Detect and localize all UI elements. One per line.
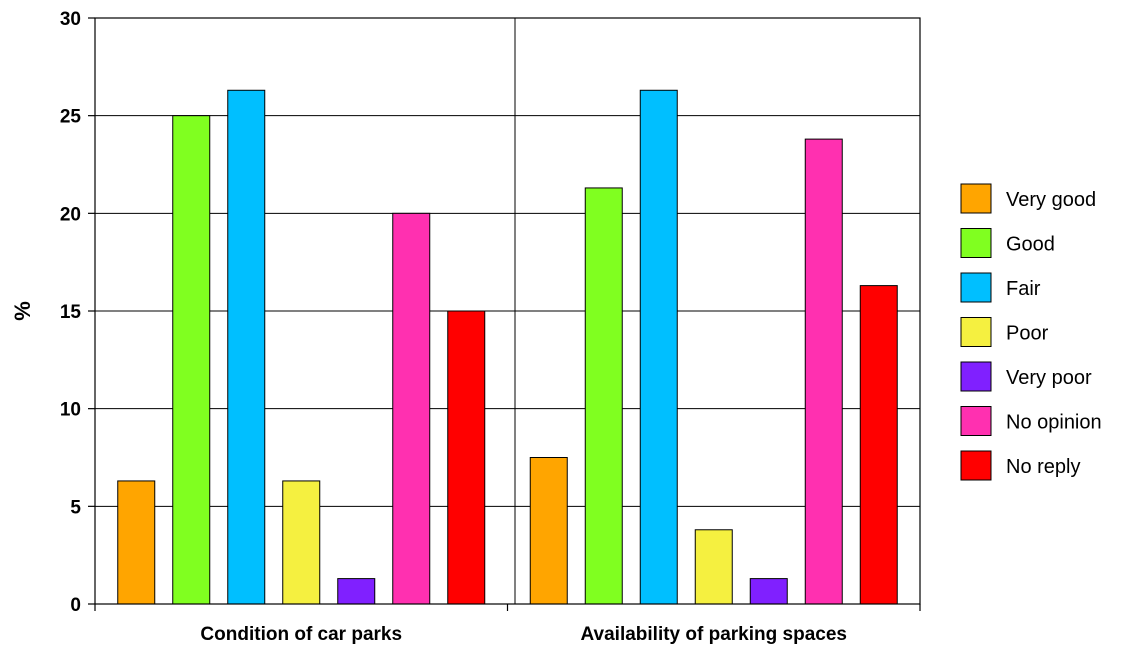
y-tick-label: 10 — [60, 400, 81, 421]
bar-no-reply-1 — [447, 310, 486, 605]
legend-swatch — [960, 228, 992, 258]
bar-no-reply-2 — [859, 285, 898, 605]
legend-swatch — [960, 183, 992, 214]
x-category-label: Condition of car parks — [200, 624, 402, 645]
legend-swatch — [960, 272, 992, 303]
y-tick-label: 30 — [60, 9, 81, 30]
legend-label: Good — [1006, 234, 1055, 256]
bar-no-opinion-1 — [392, 212, 431, 605]
x-category-label: Availability of parking spaces — [581, 624, 847, 645]
legend-swatch — [960, 361, 992, 392]
legend-swatch — [960, 317, 992, 347]
y-axis-ticks: 0 5 10 15 20 25 30 — [60, 9, 95, 616]
legend-label: Very good — [1006, 189, 1096, 211]
bar-fair-2 — [639, 89, 678, 605]
y-tick-label: 25 — [60, 107, 82, 128]
legend-swatch — [960, 406, 992, 436]
y-axis-title: % — [10, 301, 35, 321]
legend-label: No opinion — [1006, 412, 1102, 434]
legend-label: Fair — [1006, 278, 1041, 300]
y-tick-label: 20 — [60, 204, 81, 225]
legend-swatch — [960, 450, 992, 481]
bar-very-good-1 — [117, 480, 156, 605]
y-tick-label: 0 — [70, 595, 81, 616]
bars — [117, 89, 898, 605]
y-tick-label: 5 — [70, 497, 81, 518]
bar-very-poor-2 — [749, 578, 788, 605]
legend-label: No reply — [1006, 456, 1080, 478]
bar-good-2 — [584, 187, 623, 605]
y-tick-label: 15 — [60, 302, 82, 323]
legend: Very good Good Fair Poor Very poor No opinion… — [960, 183, 1102, 481]
bar-fair-1 — [227, 89, 266, 605]
bar-poor-1 — [282, 480, 321, 605]
legend-label: Very poor — [1006, 367, 1092, 389]
x-axis-category-labels: Condition of car parks Availability of pa… — [94, 604, 921, 645]
bar-good-1 — [172, 115, 211, 605]
bar-very-poor-1 — [337, 578, 376, 605]
legend-label: Poor — [1006, 323, 1049, 345]
bar-no-opinion-2 — [804, 138, 843, 605]
bar-poor-2 — [694, 529, 733, 605]
bar-very-good-2 — [529, 457, 568, 605]
